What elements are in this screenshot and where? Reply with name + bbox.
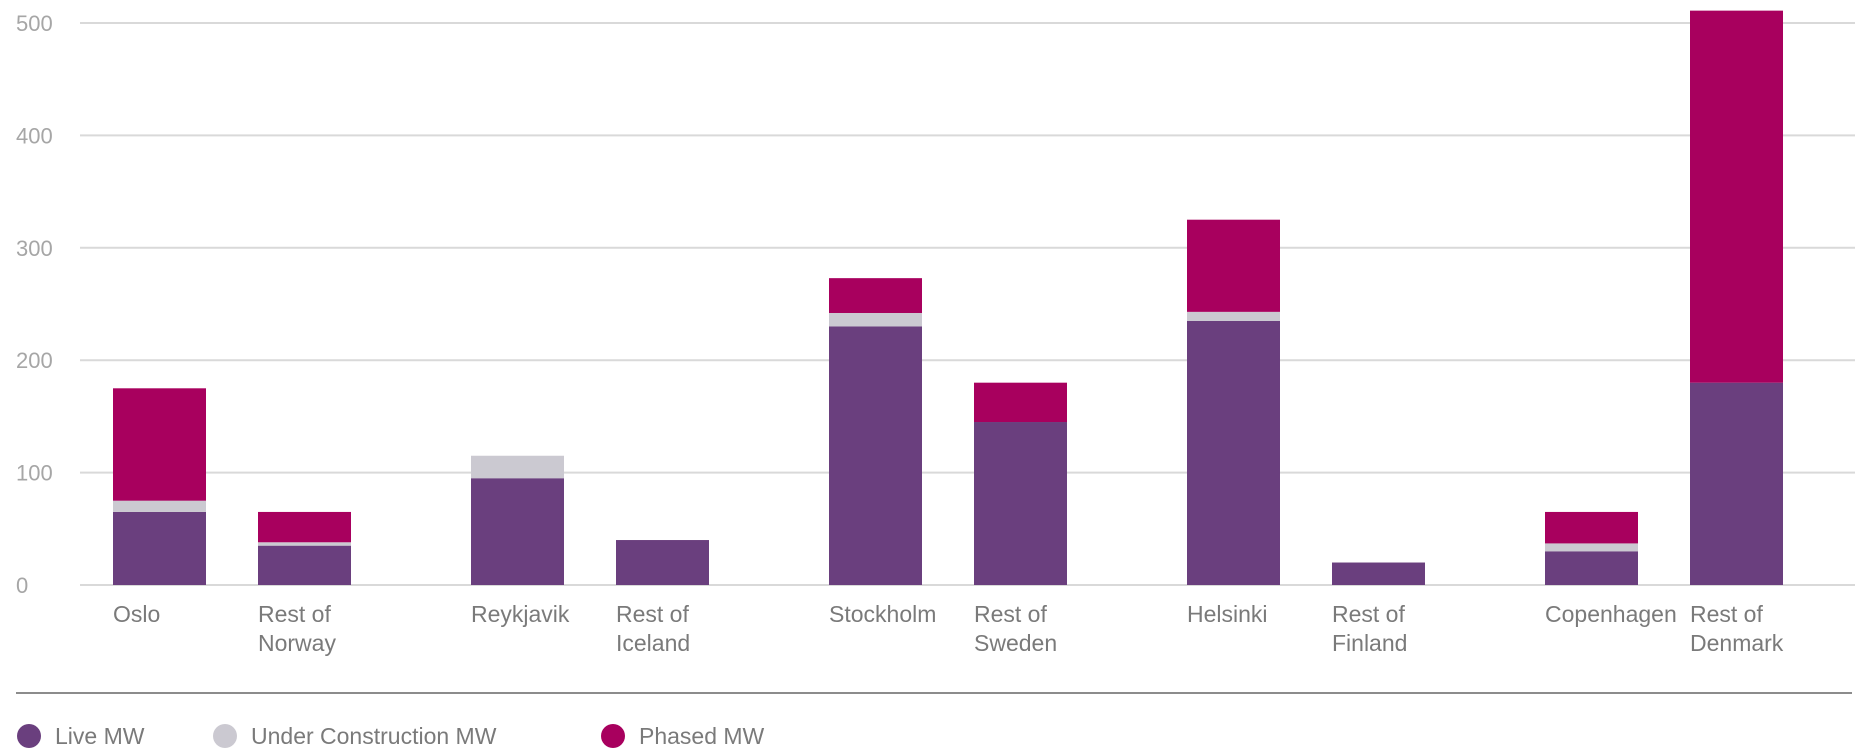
y-tick-label: 0 [16,573,28,598]
bar-segment [1187,219,1280,312]
x-tick-label-line: Reykjavik [471,601,570,627]
legend-label: Under Construction MW [251,723,497,749]
x-tick-label-line: Rest of [1332,601,1405,627]
y-tick-label: 200 [16,348,53,373]
y-tick-label: 500 [16,11,53,36]
x-tick-label-line: Helsinki [1187,601,1268,627]
bar-segment [1690,10,1783,383]
bar-segment [113,388,206,501]
x-tick-label: Copenhagen [1545,601,1677,627]
x-tick-label-line: Sweden [974,630,1057,656]
x-tick-label-line: Iceland [616,630,690,656]
x-tick-label-line: Copenhagen [1545,601,1677,627]
bar-segment [974,382,1067,423]
legend-label: Phased MW [639,723,765,749]
bar-segment [258,545,351,585]
y-tick-label: 400 [16,123,53,148]
bar-segment [1690,382,1783,585]
x-tick-label-line: Denmark [1690,630,1784,656]
x-tick-label-line: Rest of [258,601,331,627]
x-tick-label: Reykjavik [471,601,570,627]
x-tick-label-line: Norway [258,630,336,656]
x-tick-label-line: Finland [1332,630,1407,656]
bar-segment [1187,311,1280,321]
legend-swatch [17,724,41,748]
x-tick-label: Stockholm [829,601,936,627]
bar-segment [1187,320,1280,585]
legend-label: Live MW [55,723,145,749]
bar-segment [471,478,564,585]
bar-segment [829,278,922,313]
x-tick-label-line: Rest of [616,601,689,627]
x-tick-label: Rest of Finland [1332,601,1407,656]
y-tick-label: 300 [16,236,53,261]
bar-segment [829,326,922,585]
bar-segment [1332,562,1425,585]
gridlines [80,22,1855,586]
legend-swatch [213,724,237,748]
y-axis-ticks: 0 100 200 300 400 500 [16,11,53,598]
x-tick-label-line: Oslo [113,601,160,627]
bar-segment [1545,543,1638,552]
x-tick-label-line: Rest of [1690,601,1763,627]
bar-segment [829,312,922,327]
x-tick-label: Rest of Iceland [616,601,690,656]
x-tick-label-line: Rest of [974,601,1047,627]
x-tick-label: Rest of Sweden [974,601,1057,656]
x-tick-label: Rest of Norway [258,601,336,656]
x-tick-label: Rest of Denmark [1690,601,1784,656]
bars [113,10,1783,585]
bar-segment [258,511,351,543]
bar-segment [258,542,351,546]
bar-segment [471,455,564,479]
legend: Live MW Under Construction MW Phased MW [17,723,765,749]
bar-segment [616,540,709,585]
bar-segment [1545,511,1638,544]
x-axis-labels: Oslo Rest of Norway Reykjavik Rest of Iceland… [113,601,1784,656]
y-tick-label: 100 [16,461,53,486]
bar-segment [113,500,206,512]
x-tick-label: Helsinki [1187,601,1268,627]
bar-segment [1545,551,1638,585]
legend-swatch [601,724,625,748]
x-tick-label-line: Stockholm [829,601,936,627]
bar-segment [113,511,206,585]
x-tick-label: Oslo [113,601,160,627]
bar-segment [974,422,1067,585]
